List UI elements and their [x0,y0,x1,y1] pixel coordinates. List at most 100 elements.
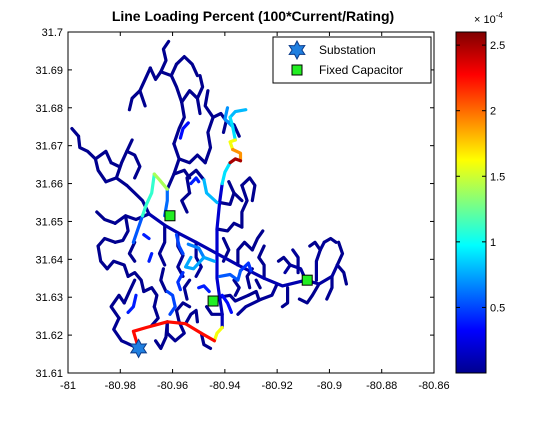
line-segment [157,223,167,267]
line-segment [228,157,243,165]
capacitor-marker [207,295,219,307]
line-segment [211,111,228,134]
line-segment [126,293,138,314]
line-segment [236,240,254,267]
line-segment [122,278,137,305]
line-segment [131,320,216,350]
line-segment [70,127,81,138]
line-segment [220,293,233,314]
line-segment [215,182,224,256]
x-tick-label: -80.9 [317,380,342,392]
x-tick-label: -81 [60,380,76,392]
line-segment [240,176,257,203]
line-segment [113,214,130,244]
y-axis: 31.61 31.62 31.63 31.64 31.65 31.66 31.67 31.68… [35,27,434,380]
line-segment [259,282,279,301]
line-segment [172,168,192,180]
line-segment [322,236,338,244]
line-segment [228,138,237,152]
chart-title: Line Loading Percent (100*Current/Rating… [112,8,394,24]
line-segment [96,244,109,271]
line-segment [223,106,235,129]
x-tick-label: -80.94 [209,380,240,392]
line-segment [114,138,134,180]
line-segment [276,255,292,267]
x-tick-label: -80.88 [366,380,397,392]
line-segment [195,74,205,100]
colorbar-gradient [455,31,487,374]
line-segment [314,240,326,282]
line-segment [335,263,348,286]
line-segment [176,271,185,292]
line-segment [220,161,232,186]
line-segment [232,191,244,203]
colorbar-tick-label: 1 [490,237,496,249]
plot-background [68,32,434,373]
feeder-lines [70,39,348,350]
legend-substation-icon [288,39,306,61]
line-segment [142,286,159,309]
line-segment [177,153,207,165]
line-segment [218,295,224,330]
line-segment [109,161,121,169]
y-tick-label: 31.68 [35,103,63,115]
line-segment [112,316,141,350]
colorbar-tick-label: 1.5 [490,171,505,183]
line-segment [240,183,249,229]
y-tick-label: 31.63 [35,292,63,304]
line-segment [182,278,192,301]
line-segment [126,271,146,294]
axes-frame [67,31,435,374]
line-segment [212,325,224,343]
x-axis: -81 -80.98 -80.96 -80.94 -80.92 -80.9 -80.88 -8… [60,32,450,392]
colorbar-tick-label: 2.5 [490,40,505,52]
line-segment [325,274,334,301]
y-tick-label: 31.62 [35,330,63,342]
line-segment [184,308,199,326]
capacitor-marker [164,210,176,222]
line-segment [218,269,243,282]
line-segment [127,89,142,112]
line-segment [257,244,266,280]
line-segment [165,320,186,343]
colorbar-tick-label: 2 [490,106,496,118]
line-segment [254,278,262,290]
line-segment [180,89,202,116]
y-tick-label: 31.7 [42,27,63,39]
line-segment [184,255,216,271]
line-segment [232,278,241,297]
line-segment [76,134,97,161]
colorbar-tick-label: 0.5 [490,302,505,314]
y-tick-label: 31.67 [35,141,63,153]
line-segment [174,301,192,324]
substation-marker [129,338,148,359]
line-segment [215,252,222,299]
line-segment [186,242,206,259]
line-segment [228,108,248,119]
line-segment [147,252,154,263]
line-segment [205,305,224,316]
legend: Substation Fixed Capacitor [272,36,432,84]
plot-area: -81 -80.98 -80.96 -80.94 -80.92 -80.9 -80.88 -8… [35,27,449,392]
line-segment [131,214,145,244]
y-tick-label: 31.61 [35,368,63,380]
line-segment [202,178,219,205]
line-segment [250,229,265,252]
line-segment [199,331,213,350]
line-segment [238,261,253,273]
line-segment [105,259,130,278]
legend-label-substation: Substation [319,43,376,57]
line-segment [165,289,177,316]
x-tick-label: -80.96 [157,380,188,392]
legend-capacitor-icon [291,64,303,76]
line-segment [142,233,151,241]
line-segment [174,55,199,78]
y-tick-label: 31.66 [35,179,63,191]
line-segment [127,240,137,263]
line-segment [150,305,160,328]
line-segment [95,210,117,225]
line-segment [246,289,261,301]
colorbar-multiplier: × 10-4 [474,11,503,26]
x-tick-label: -80.86 [418,380,449,392]
line-segment [228,115,237,142]
